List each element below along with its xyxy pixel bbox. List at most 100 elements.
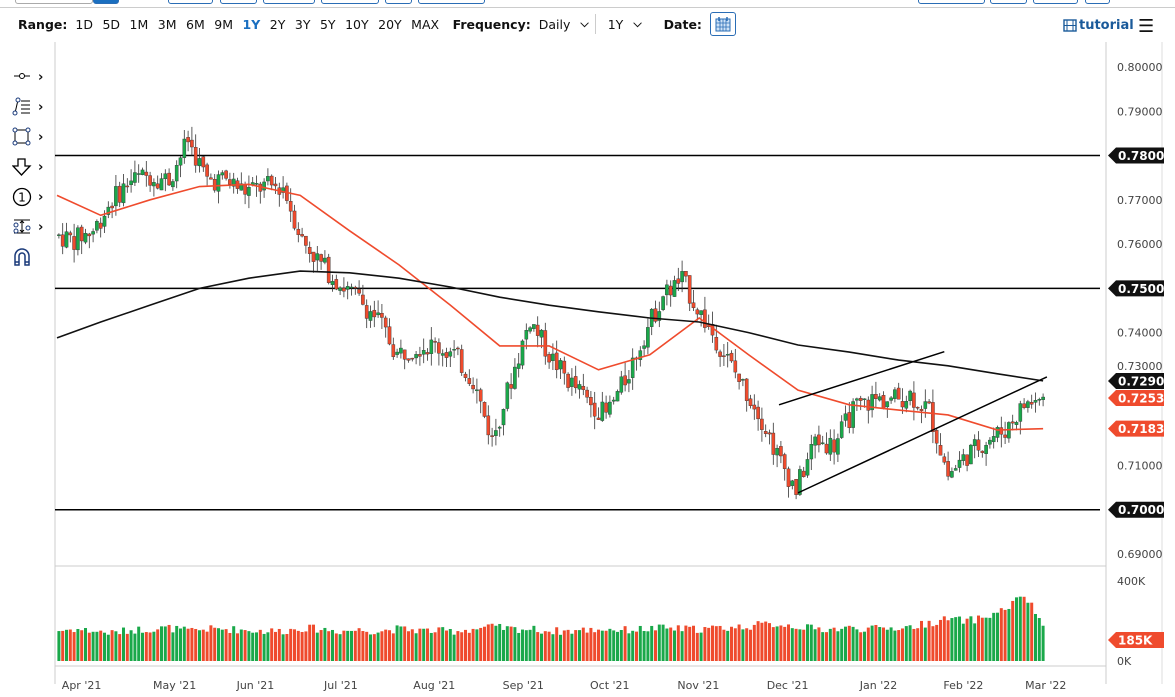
candle: [794, 479, 798, 500]
volume-bar: [984, 617, 988, 661]
candle: [273, 176, 278, 195]
number-marker-tool-button[interactable]: 1 ›: [12, 182, 52, 212]
range-1y[interactable]: 1Y: [242, 16, 261, 32]
candle-body: [269, 175, 274, 186]
candle-body: [817, 434, 821, 446]
candle-body: [1022, 403, 1026, 408]
range-1d[interactable]: 1D: [75, 16, 93, 32]
top-button[interactable]: [220, 0, 257, 4]
candle-body: [760, 418, 764, 430]
volume-bar: [338, 634, 342, 661]
candle: [402, 349, 407, 370]
volume-bar: [745, 628, 749, 661]
volume-bar: [597, 629, 600, 661]
candle: [969, 443, 973, 465]
measure-tool-button[interactable]: ›: [12, 212, 52, 242]
frequency-select[interactable]: Daily ⌵: [539, 17, 589, 32]
candle: [855, 397, 859, 411]
rectangle-tool-button[interactable]: ›: [12, 122, 52, 152]
film-icon: [1063, 19, 1077, 32]
range-max[interactable]: MAX: [411, 16, 440, 32]
tutorial-link[interactable]: tutorial: [1063, 18, 1134, 33]
period-select[interactable]: 1Y ⌵: [608, 17, 642, 32]
range-10y[interactable]: 10Y: [345, 16, 369, 32]
candle-body: [608, 401, 612, 415]
candle: [68, 230, 73, 243]
search-field[interactable]: [15, 0, 93, 4]
top-button[interactable]: [418, 0, 485, 4]
volume-bar: [103, 632, 106, 661]
candle: [459, 344, 464, 376]
candle-body: [87, 233, 92, 237]
top-button[interactable]: [263, 0, 315, 4]
volume-bar: [718, 625, 722, 661]
top-button[interactable]: [1033, 0, 1078, 4]
candle: [577, 380, 582, 399]
arrow-down-tool-button[interactable]: ›: [12, 152, 52, 182]
candle: [566, 372, 570, 392]
candle-body: [950, 471, 954, 478]
range-6m[interactable]: 6M: [186, 16, 205, 32]
candle-body: [828, 437, 833, 455]
volume-bar: [76, 628, 80, 661]
magnet-button[interactable]: [12, 242, 52, 272]
volume-bar: [559, 634, 562, 661]
candle-body: [782, 454, 787, 469]
volume-bar: [494, 625, 498, 661]
candle-body: [106, 206, 111, 215]
candle-body: [984, 445, 988, 454]
volume-bar: [175, 625, 179, 661]
candle: [623, 362, 627, 392]
candle-body: [589, 397, 593, 406]
top-button[interactable]: [1085, 0, 1110, 4]
candle-body: [319, 254, 323, 262]
range-20y[interactable]: 20Y: [378, 16, 402, 32]
range-1m[interactable]: 1M: [129, 16, 149, 32]
fibonacci-tool-button[interactable]: ›: [12, 92, 52, 122]
volume-bar: [593, 632, 597, 661]
candle-body: [904, 401, 909, 409]
candle-body: [349, 286, 354, 289]
range-2y[interactable]: 2Y: [269, 16, 286, 32]
candle: [836, 433, 840, 462]
candle-body: [874, 394, 878, 399]
volume-bar: [95, 631, 99, 661]
volume-bar: [859, 632, 863, 661]
range-5d[interactable]: 5D: [102, 16, 121, 32]
range-3y[interactable]: 3Y: [294, 16, 311, 32]
candle-body: [482, 402, 487, 417]
candle-body: [1029, 402, 1034, 405]
volume-bar: [372, 634, 376, 661]
volume-bar: [714, 626, 718, 661]
range-9m[interactable]: 9M: [214, 16, 234, 32]
hamburger-menu-icon[interactable]: ☰: [1138, 16, 1155, 37]
candle: [136, 164, 141, 183]
volume-bar: [148, 632, 152, 661]
range-5y[interactable]: 5Y: [319, 16, 336, 32]
top-button[interactable]: [918, 0, 985, 4]
top-button[interactable]: [990, 0, 1027, 4]
candle-body: [1041, 396, 1045, 400]
search-button[interactable]: [93, 0, 119, 4]
volume-bar: [479, 627, 483, 661]
top-button[interactable]: [385, 0, 412, 4]
volume-bar: [923, 627, 927, 661]
top-button[interactable]: [168, 0, 213, 4]
date-picker-button[interactable]: [709, 12, 736, 36]
candle: [722, 344, 726, 366]
y-tick-label: 0.80000: [1117, 61, 1163, 74]
candle-body: [163, 173, 168, 180]
price-tag-shape: [1108, 501, 1164, 518]
candle: [414, 350, 418, 365]
range-3m[interactable]: 3M: [157, 16, 177, 32]
top-button[interactable]: [321, 0, 379, 4]
candle: [524, 323, 529, 350]
candle: [433, 337, 437, 353]
candle-body: [387, 326, 392, 345]
candle: [972, 434, 977, 459]
volume-bar: [281, 634, 285, 661]
volume-bar: [904, 626, 908, 661]
line-tool-button[interactable]: ›: [12, 62, 52, 92]
volume-bar: [285, 633, 289, 661]
